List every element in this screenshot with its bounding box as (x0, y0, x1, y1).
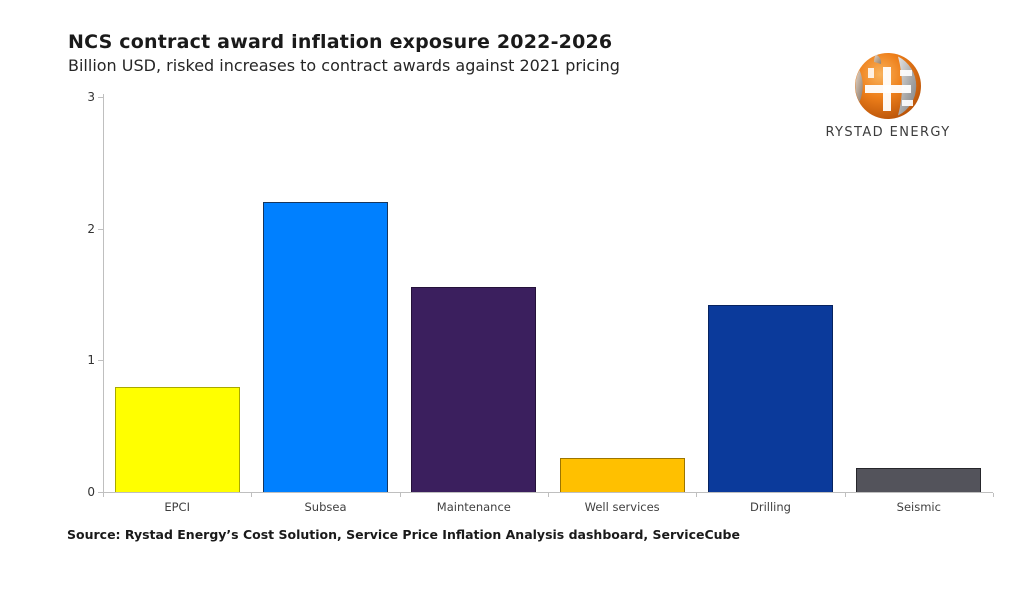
source-note: Source: Rystad Energy’s Cost Solution, S… (67, 527, 740, 542)
globe-logo-icon (855, 53, 921, 119)
y-tick-label-1: 1 (87, 353, 95, 368)
y-tick-mark-1 (98, 360, 103, 362)
x-tick-mark-5 (844, 493, 846, 497)
x-tick-mark-0 (103, 493, 104, 497)
y-tick-label-2: 2 (87, 221, 95, 236)
x-label-drilling: Drilling (750, 500, 791, 514)
x-label-epci: EPCI (164, 500, 190, 514)
y-tick-mark-0 (98, 492, 103, 493)
y-tick-mark-2 (98, 228, 103, 230)
bar-seismic (856, 468, 982, 492)
x-label-seismic: Seismic (896, 500, 941, 514)
page-subtitle: Billion USD, risked increases to contrac… (68, 56, 620, 75)
x-tick-mark-3 (548, 493, 549, 497)
rystad-energy-logo: RYSTAD ENERGY (825, 50, 949, 140)
page-title: NCS contract award inflation exposure 20… (68, 31, 613, 53)
logo-brand-text: RYSTAD ENERGY (825, 125, 951, 140)
x-tick-mark-1 (251, 493, 253, 497)
x-tick-mark-6 (993, 493, 994, 497)
bar-well-services (559, 457, 685, 492)
x-label-well-services: Well services (584, 500, 660, 514)
x-label-maintenance: Maintenance (436, 500, 511, 514)
bar-epci (114, 386, 240, 492)
y-axis-line (103, 94, 104, 492)
x-tick-mark-2 (399, 493, 401, 497)
x-label-subsea: Subsea (304, 500, 347, 514)
y-tick-label-3: 3 (87, 90, 95, 104)
y-tick-label-0: 0 (87, 485, 95, 499)
bar-subsea (263, 202, 388, 492)
bar-drilling (708, 305, 833, 492)
x-tick-mark-4 (696, 493, 698, 497)
x-axis-line (103, 492, 993, 493)
y-tick-mark-3 (98, 97, 103, 98)
bar-maintenance (411, 286, 537, 492)
